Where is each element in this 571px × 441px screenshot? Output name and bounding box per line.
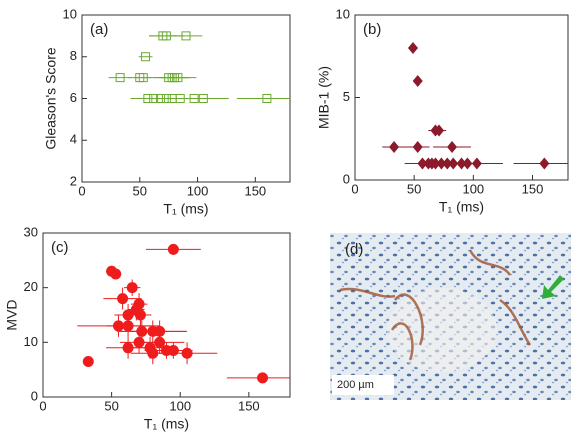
marker (471, 157, 482, 170)
x-tick-label: 100 (187, 183, 209, 198)
y-axis-label: Gleason's Score (43, 47, 59, 149)
marker (138, 73, 148, 83)
x-tick-label: 100 (462, 181, 484, 196)
panel-label: (d) (345, 241, 363, 258)
x-tick-label: 50 (133, 183, 147, 198)
marker (122, 320, 134, 332)
gland (387, 288, 497, 372)
y-tick-label: 0 (31, 388, 38, 403)
marker (126, 282, 138, 294)
image-panel: 200 µm (d) (330, 233, 571, 400)
marker (407, 42, 418, 54)
y-axis-label: MVD (4, 299, 20, 330)
marker (122, 342, 134, 354)
panel-label: (c) (51, 239, 69, 256)
scale-bar: 200 µm (337, 379, 374, 391)
marker (412, 141, 423, 153)
arrow (542, 275, 564, 299)
marker (257, 372, 269, 384)
marker (167, 345, 179, 357)
vessels (339, 249, 532, 361)
y-tick-label: 5 (343, 89, 350, 104)
x-tick-label: 150 (244, 183, 266, 198)
marker (447, 141, 458, 153)
x-tick-label: 50 (407, 181, 421, 196)
x-tick-label: 150 (522, 181, 544, 196)
marker (141, 52, 151, 62)
marker (115, 73, 125, 83)
y-tick-label: 10 (336, 6, 350, 21)
marker (539, 157, 550, 170)
x-tick-label: 0 (351, 181, 358, 196)
marker (154, 336, 166, 348)
y-tick-label: 10 (24, 334, 38, 349)
marker (173, 73, 183, 83)
marker (181, 31, 191, 41)
y-tick-label: 20 (24, 279, 38, 294)
y-tick-label: 10 (63, 6, 77, 21)
marker (389, 141, 400, 153)
y-axis-label: MIB-1 (%) (316, 66, 332, 129)
marker (434, 124, 445, 137)
y-tick-label: 30 (24, 224, 38, 239)
marker (262, 94, 272, 103)
marker (110, 268, 122, 280)
y-tick-label: 4 (70, 132, 77, 147)
x-axis-label: T₁ (ms) (163, 201, 208, 217)
x-axis-label: T₁ (ms) (439, 199, 484, 215)
x-tick-label: 0 (39, 398, 46, 413)
marker (412, 75, 423, 87)
marker (82, 355, 94, 367)
panel-label: (b) (363, 21, 381, 38)
marker (117, 293, 129, 305)
scale-box (332, 375, 394, 395)
marker (167, 243, 179, 255)
plot-frame (42, 232, 291, 398)
x-axis-label: T₁ (ms) (144, 416, 189, 432)
marker (181, 347, 193, 359)
marker (147, 347, 159, 359)
plot-frame (354, 14, 569, 181)
x-tick-label: 150 (238, 398, 260, 413)
y-tick-label: 8 (70, 48, 77, 63)
x-tick-label: 100 (169, 398, 191, 413)
x-tick-label: 0 (78, 183, 85, 198)
y-tick-label: 6 (70, 90, 77, 105)
panel-label: (a) (90, 21, 108, 38)
y-tick-label: 2 (70, 173, 77, 188)
x-tick-label: 50 (104, 398, 118, 413)
marker (198, 94, 208, 103)
y-tick-label: 0 (343, 171, 350, 186)
